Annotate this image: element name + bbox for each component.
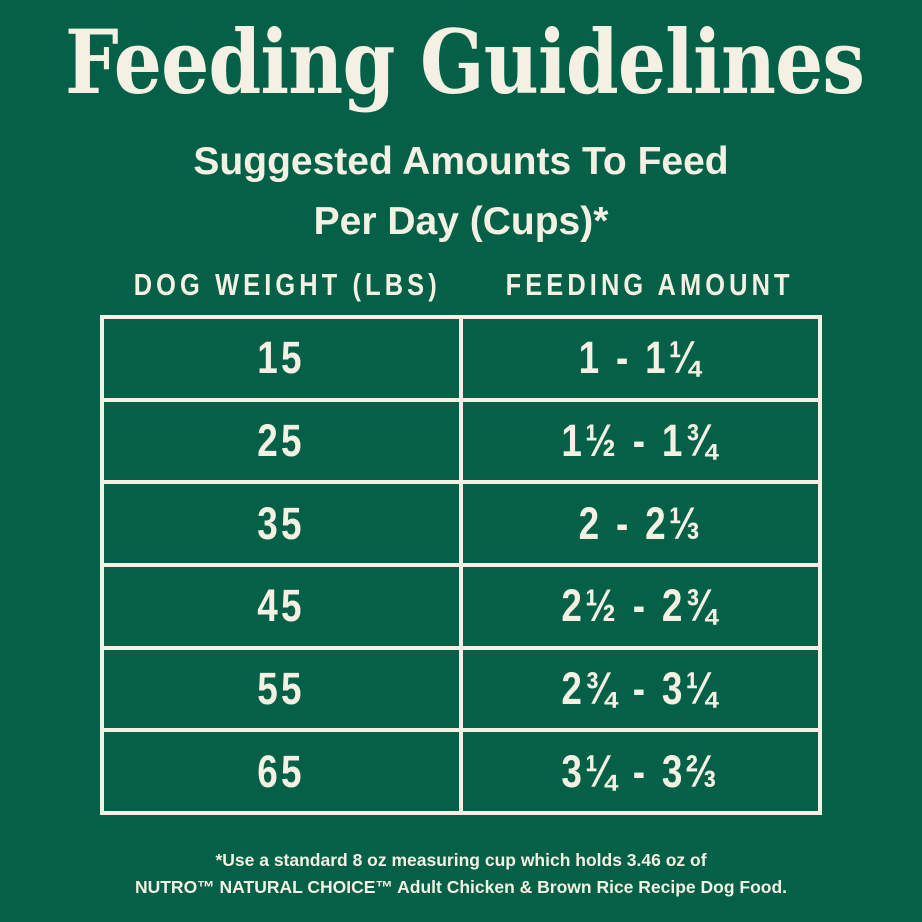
- amount-value: 3¼ - 3⅔: [561, 745, 720, 797]
- table-cell-weight: 45: [104, 566, 459, 646]
- amount-value: 1½ - 1¾: [561, 414, 720, 466]
- weight-value: 45: [257, 580, 306, 632]
- amount-value: 2 - 2⅓: [578, 497, 703, 549]
- table-cell-amount: 2¾ - 3¼: [463, 649, 818, 729]
- table-cell-amount: 2½ - 2¾: [463, 566, 818, 646]
- table-cell-amount: 1 - 1¼: [463, 318, 818, 398]
- footnote: *Use a standard 8 oz measuring cup which…: [135, 847, 787, 901]
- column-header-feeding-amount: FEEDING AMOUNT: [474, 267, 825, 303]
- amount-value: 2¾ - 3¼: [561, 662, 720, 714]
- weight-value: 55: [257, 662, 306, 714]
- footnote-line-1: *Use a standard 8 oz measuring cup which…: [215, 849, 707, 870]
- page-title-text: Feeding Guidelines: [65, 10, 865, 114]
- weight-value: 35: [257, 497, 306, 549]
- footnote-line-2: NUTRO™ NATURAL CHOICE™ Adult Chicken & B…: [134, 877, 788, 897]
- table-cell-amount: 2 - 2⅓: [463, 484, 818, 563]
- table-cell-amount: 3¼ - 3⅔: [463, 732, 818, 811]
- weight-value: 25: [257, 414, 306, 466]
- column-header-feeding-amount-label: FEEDING AMOUNT: [506, 266, 795, 302]
- subtitle-line-2: Per Day (Cups)*: [313, 200, 609, 244]
- table-cell-weight: 15: [104, 318, 459, 398]
- table-cell-weight: 25: [104, 401, 459, 481]
- table-cell-weight: 65: [104, 732, 459, 811]
- table-cell-weight: 55: [104, 649, 459, 729]
- amount-value: 1 - 1¼: [578, 332, 703, 384]
- page-title: Feeding Guidelines: [0, 18, 922, 106]
- weight-value: 65: [257, 745, 306, 797]
- column-header-dog-weight: DOG WEIGHT (LBS): [100, 267, 474, 303]
- weight-value: 15: [257, 332, 306, 384]
- subtitle-line-1: Suggested Amounts To Feed: [193, 140, 729, 183]
- table-cell-weight: 35: [104, 484, 459, 563]
- table-column-headers: DOG WEIGHT (LBS) FEEDING AMOUNT: [100, 267, 822, 303]
- page-subtitle: Suggested Amounts To Feed Per Day (Cups)…: [193, 132, 728, 253]
- column-header-dog-weight-label: DOG WEIGHT (LBS): [133, 266, 441, 302]
- table-cell-amount: 1½ - 1¾: [463, 401, 818, 481]
- feeding-table: 15 1 - 1¼ 25 1½ - 1¾ 35 2 - 2⅓ 45 2½ - 2…: [100, 314, 822, 815]
- amount-value: 2½ - 2¾: [561, 580, 720, 632]
